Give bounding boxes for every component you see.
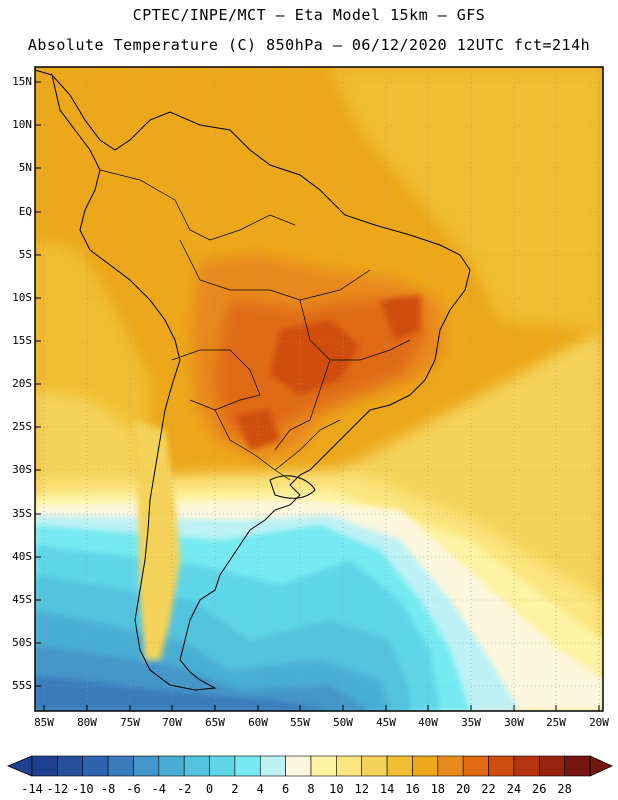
colorbar-label: -10 [71,782,94,796]
lon-label: 25W [546,716,566,729]
colorbar-swatch [412,755,439,777]
lon-label: 40W [418,716,438,729]
colorbar-label: 10 [329,782,344,796]
lat-label: 10N [12,118,32,131]
lat-label: 55S [12,679,32,692]
graticule [35,67,603,711]
country-borders [99,169,411,481]
colorbar-label: 16 [405,782,420,796]
colorbar-swatch [107,755,134,777]
colorbar-swatch [133,755,160,777]
colorbar-label: 6 [282,782,290,796]
colorbar-label: -4 [151,782,167,796]
colorbar-swatch [437,755,464,777]
lon-label: 80W [77,716,97,729]
colorbar-label: -14 [21,782,43,796]
temperature-field [35,67,603,711]
colorbar-label: -6 [126,782,141,796]
lat-label: 50S [12,636,32,649]
colorbar-swatch [513,755,540,777]
lat-label: 5N [18,161,32,174]
lat-label: EQ [18,205,32,218]
lat-label: 45S [12,593,32,606]
lon-label: 45W [376,716,396,729]
colorbar-swatch [336,755,363,777]
colorbar-label: 4 [256,782,264,796]
lat-label: 10S [12,291,32,304]
colorbar-label: 18 [430,782,446,796]
colorbar-swatch [462,755,489,777]
lon-label: 30W [504,716,524,729]
lon-label: 60W [248,716,268,729]
colorbar-max-arrow [589,755,613,777]
lat-label: 30S [12,463,32,476]
lon-label: 55W [290,716,310,729]
lat-label: 5S [18,248,32,261]
colorbar-swatch [386,755,413,777]
lon-label: 35W [461,716,481,729]
colorbar-label: -8 [100,782,116,796]
colorbar-swatch [361,755,388,777]
lat-label: 15N [12,75,32,88]
colorbar-swatch [82,755,109,777]
colorbar-label: -2 [176,782,192,796]
colorbar-swatch [234,755,261,777]
lat-label: 20S [12,377,32,390]
colorbar-swatch [538,755,565,777]
colorbar-swatch [310,755,337,777]
map-title-line1: CPTEC/INPE/MCT – Eta Model 15km – GFS [132,6,486,24]
lon-label: 85W [34,716,54,729]
colorbar-label: -12 [46,782,69,796]
axis-ticks [35,81,600,711]
colorbar-swatch [564,755,591,777]
colorbar-swatch [488,755,515,777]
lat-label: 25S [12,420,32,433]
colorbar-label: 14 [379,782,395,796]
colorbar-swatch [31,755,58,777]
colorbar-swatch [158,755,185,777]
colorbar-swatch [183,755,210,777]
colorbar [6,755,613,777]
map-title-line2: Absolute Temperature (C) 850hPa – 06/12/… [27,36,591,54]
colorbar-swatch [57,755,84,777]
lon-label: 75W [120,716,140,729]
coastlines [34,69,471,691]
lat-label: 15S [12,334,32,347]
lon-label: 65W [205,716,225,729]
lat-label: 40S [12,550,32,563]
colorbar-label: 28 [557,782,572,796]
colorbar-label: 24 [506,782,522,796]
colorbar-label: 22 [481,782,496,796]
lat-label: 35S [12,507,32,520]
colorbar-label: 12 [354,782,369,796]
colorbar-swatch [259,755,286,777]
lon-label: 50W [333,716,353,729]
lon-label: 70W [162,716,182,729]
colorbar-label: 2 [231,782,239,796]
colorbar-min-arrow [6,755,33,777]
colorbar-label: 8 [307,782,315,796]
colorbar-swatch [209,755,236,777]
colorbar-label: 0 [205,782,214,796]
lon-label: 20W [589,716,609,729]
colorbar-label: 20 [455,782,471,796]
colorbar-label: 26 [532,782,547,796]
colorbar-swatch [285,755,312,777]
